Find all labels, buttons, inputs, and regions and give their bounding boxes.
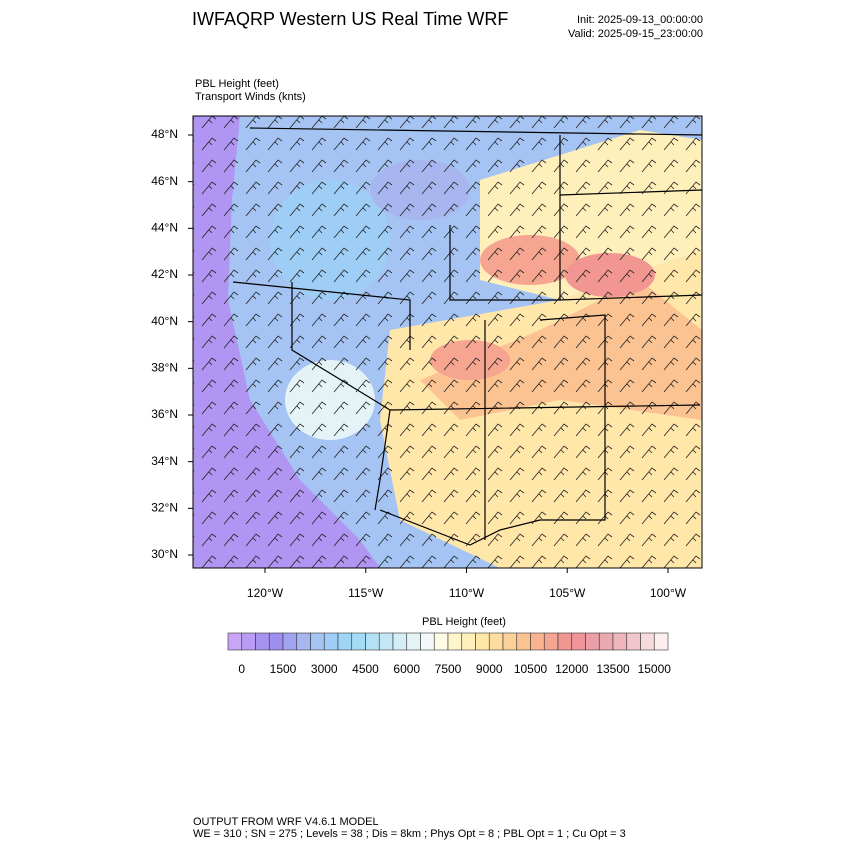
colorbar-title: PBL Height (feet) xyxy=(422,616,506,628)
colorbar-box xyxy=(255,632,270,651)
colorbar-box xyxy=(502,632,518,651)
colorbar-box xyxy=(461,632,476,651)
colorbar-box xyxy=(378,632,394,651)
colorbar-label: 9000 xyxy=(476,662,503,676)
lat-label: 36°N xyxy=(151,407,178,421)
colorbar-box xyxy=(268,632,284,651)
colorbar-box xyxy=(543,632,559,651)
colorbar-label: 3000 xyxy=(311,662,338,676)
map-field xyxy=(193,116,702,568)
map-frame xyxy=(192,115,703,569)
lon-label: 105°W xyxy=(549,586,586,600)
colorbar-box xyxy=(392,632,408,651)
colorbar-box xyxy=(640,632,655,651)
footer-line1: OUTPUT FROM WRF V4.6.1 MODEL xyxy=(193,816,379,828)
colorbar-box xyxy=(585,632,600,651)
colorbar-box xyxy=(612,632,628,651)
colorbar-label: 10500 xyxy=(514,662,548,676)
colorbar-label: 4500 xyxy=(352,662,379,676)
wind-label: Transport Winds (knts) xyxy=(195,91,306,103)
lat-label: 34°N xyxy=(151,454,178,468)
lon-label: 110°W xyxy=(449,586,485,600)
lat-label: 48°N xyxy=(151,127,178,141)
colorbar-box xyxy=(571,632,586,651)
field-label: PBL Height (feet) xyxy=(195,78,279,90)
init-time: Init: 2025-09-13_00:00:00 xyxy=(577,14,703,26)
colorbar-box xyxy=(365,632,380,651)
lat-label: 38°N xyxy=(151,361,178,375)
colorbar-box xyxy=(337,632,353,651)
colorbar-box xyxy=(626,632,641,651)
colorbar-box xyxy=(447,632,463,651)
title: IWFAQRP Western US Real Time WRF xyxy=(192,9,508,29)
colorbar-box xyxy=(227,632,243,651)
colorbar-box xyxy=(653,632,669,651)
colorbar-box xyxy=(406,632,421,651)
lat-label: 30°N xyxy=(151,547,178,561)
colorbar-label: 13500 xyxy=(596,662,630,676)
lat-label: 32°N xyxy=(151,501,178,515)
colorbar-label: 6000 xyxy=(393,662,420,676)
colorbar-box xyxy=(557,632,573,651)
lon-label: 120°W xyxy=(247,586,284,600)
colorbar-box xyxy=(488,632,504,651)
lon-label: 115°W xyxy=(348,586,384,600)
colorbar-box xyxy=(296,632,311,651)
colorbar-box xyxy=(351,632,366,651)
colorbar-label: 7500 xyxy=(435,662,462,676)
colorbar-box xyxy=(282,632,298,651)
colorbar-box xyxy=(598,632,614,651)
colorbar-box xyxy=(516,632,531,651)
colorbar-box xyxy=(530,632,545,651)
colorbar-box xyxy=(323,632,339,651)
lat-label: 40°N xyxy=(151,314,178,328)
colorbar-label: 15000 xyxy=(638,662,672,676)
colorbar-label: 0 xyxy=(238,662,245,676)
lon-label: 100°W xyxy=(650,586,687,600)
colorbar-box xyxy=(475,632,490,651)
colorbar-box xyxy=(433,632,449,651)
lat-label: 42°N xyxy=(151,267,178,281)
lat-label: 44°N xyxy=(151,221,178,235)
colorbar-box xyxy=(420,632,435,651)
colorbar-label: 12000 xyxy=(555,662,589,676)
footer-line2: WE = 310 ; SN = 275 ; Levels = 38 ; Dis … xyxy=(193,828,626,840)
colorbar-box xyxy=(241,632,256,651)
colorbar-label: 1500 xyxy=(270,662,297,676)
lat-label: 46°N xyxy=(151,174,178,188)
valid-time: Valid: 2025-09-15_23:00:00 xyxy=(568,28,703,40)
colorbar-box xyxy=(310,632,325,651)
